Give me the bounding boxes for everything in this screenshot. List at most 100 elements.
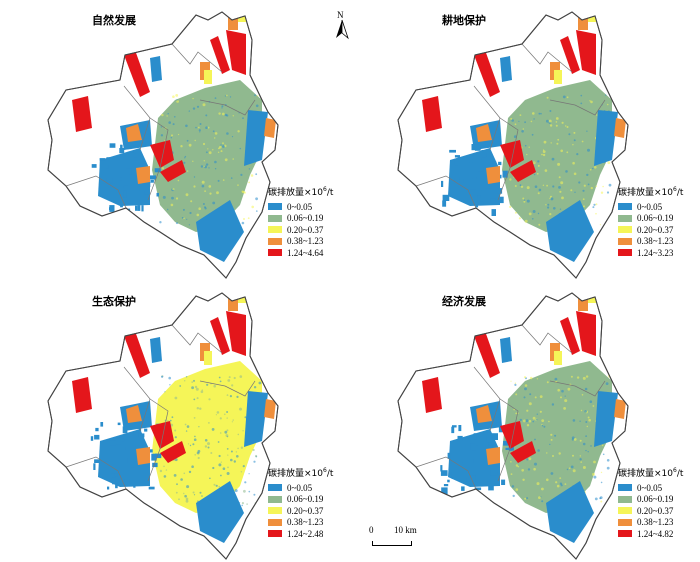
district-boundary [65,456,127,490]
speckle [600,191,604,194]
low-emission-fragment [110,183,115,188]
speckle [522,419,526,423]
high-emission-patch [576,311,596,356]
speckle [555,121,558,123]
speckle [171,416,174,419]
legend-item: 0.38~1.23 [268,236,333,248]
speckle [196,105,200,108]
speckle [594,166,597,169]
speckle [181,216,184,219]
speckle [185,193,189,197]
speckle [519,114,522,116]
legend-title: 碳排放量×106/t [618,186,684,198]
low-emission-fragment [454,177,460,184]
speckle [523,396,526,399]
speckle [173,474,177,477]
speckle [243,218,245,220]
speckle [225,434,229,437]
speckle [241,221,245,225]
low-emission-patch [150,337,162,363]
low-emission-fragment [141,205,144,212]
speckle [222,145,225,148]
speckle [526,458,529,461]
speckle [194,139,196,142]
speckle [192,491,195,494]
speckle [572,454,574,457]
speckle [201,389,203,391]
low-emission-fragment [473,458,480,464]
speckle [568,467,571,469]
speckle [515,488,519,491]
speckle [536,482,540,486]
speckle [561,196,564,200]
low-emission-fragment [458,425,462,432]
legend: 碳排放量×106/t 0~0.05 0.06~0.19 0.20~0.37 0.38~… [268,466,333,540]
speckle [163,475,167,478]
speckle [546,478,549,482]
low-emission-fragment [474,487,482,491]
speckle [534,185,538,188]
speckle [584,410,587,413]
speckle [198,129,201,132]
mid-emission-patch [614,399,626,419]
speckle [194,385,198,389]
speckle [239,375,243,378]
speckle [606,191,610,194]
low-emission-fragment [488,441,494,445]
speckle [541,419,545,422]
speckle [582,198,585,201]
legend-title: 碳排放量×106/t [618,467,684,479]
speckle [255,210,258,212]
low-emission-fragment [449,149,456,153]
low-emission-fragment [451,472,458,479]
speckle [536,413,538,415]
speckle [202,103,206,107]
speckle [185,430,188,432]
low-emission-fragment [119,177,123,181]
speckle [237,433,240,436]
speckle [199,123,202,125]
land-use-patches [422,295,626,543]
speckle [170,203,174,207]
low-emission-fragment [93,463,96,470]
district-boundary [415,456,477,490]
low-emission-fragment [454,158,458,166]
speckle [222,467,226,470]
low-emission-fragment [125,203,133,206]
speckle [573,131,576,134]
low-emission-fragment [443,484,449,487]
speckle [193,438,197,441]
speckle [165,469,168,471]
speckle [515,464,519,467]
speckle [564,399,568,403]
speckle [541,153,543,156]
low-emission-fragment [133,157,138,161]
high-emission-patch [226,30,246,75]
high-emission-patch [474,331,500,378]
low-emission-fragment [150,175,156,180]
low-emission-fragment [125,447,131,451]
low-emission-fragment [135,205,138,211]
speckle [555,481,558,484]
speckle [511,485,515,488]
legend-item: 0~0.05 [268,482,333,494]
speckle [590,445,592,447]
speckle [590,100,593,104]
low-emission-fragment [145,188,149,195]
speckle [184,423,187,426]
speckle [205,114,208,117]
speckle [234,489,238,493]
speckle [532,218,534,220]
speckle [607,161,611,165]
speckle [596,114,598,116]
high-emission-patch [474,50,500,97]
low-emission-fragment [123,185,128,189]
low-emission-fragment [107,486,110,490]
speckle [220,150,223,153]
speckle [191,465,194,468]
high-emission-patch [422,377,442,413]
map-panel-farmland-protection: 耕地保护 碳排放量×106/t 0~0.05 0.06~0.19 0.20~0.37… [350,0,700,281]
speckle [511,119,514,122]
speckle [236,395,239,398]
low-emission-fragment [126,476,129,479]
